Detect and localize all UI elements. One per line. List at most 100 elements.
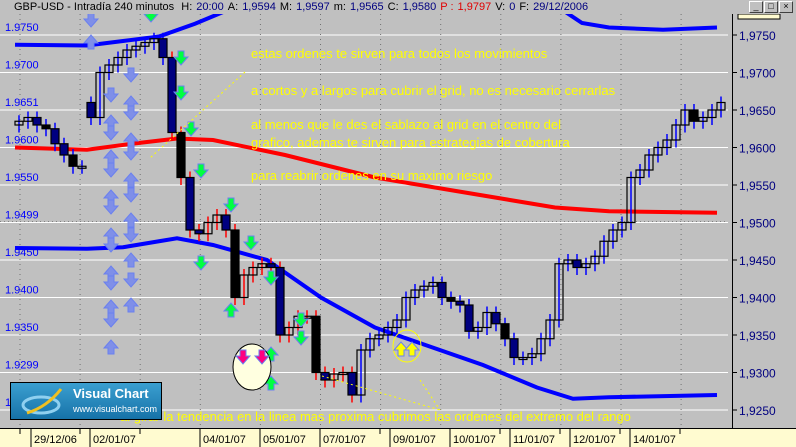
- candle-body: [113, 56, 123, 66]
- annotation-pointer: [419, 379, 441, 411]
- price-axis: [732, 14, 796, 428]
- yellow-highlight-circle: [392, 329, 422, 363]
- green-sell-arrow-icon: [292, 330, 310, 346]
- candle-body: [500, 323, 510, 340]
- left-price-label: 1: [5, 397, 11, 409]
- header-value: 29/12/2006: [533, 1, 589, 13]
- annotation-pointer: [321, 375, 441, 411]
- close-button[interactable]: ×: [779, 1, 793, 13]
- candle-body: [707, 109, 717, 119]
- buy-arrow-icon: [122, 212, 140, 228]
- candle-body: [338, 371, 348, 376]
- minimize-button[interactable]: _: [749, 1, 763, 13]
- left-price-label: 1.9700: [5, 60, 39, 72]
- plot-area: [0, 14, 728, 428]
- candle-body: [374, 334, 384, 340]
- annotation-text: grafico, ademas te sirven para estrategi…: [251, 135, 570, 150]
- annotation-text: para reabrir ordenes en su maximo riesgo: [251, 168, 492, 183]
- lower-band-line: [14, 236, 718, 401]
- header-label: P :: [440, 1, 454, 13]
- price-tick-label: 1,9350: [739, 329, 776, 343]
- maximize-button[interactable]: □: [764, 1, 778, 13]
- header-label: M:: [279, 1, 293, 13]
- sell-arrow-icon: [122, 67, 140, 83]
- buy-arrow-icon: [82, 34, 100, 50]
- buy-arrow-icon: [102, 299, 120, 315]
- sell-arrow-icon: [102, 162, 120, 178]
- date-tick-label: 11/01/07: [513, 434, 555, 446]
- candle-body: [365, 338, 375, 351]
- candle-body: [158, 38, 168, 59]
- sell-arrow-icon: [82, 14, 100, 28]
- candle-body: [257, 263, 267, 269]
- candle-body: [446, 296, 456, 302]
- candle-body: [428, 281, 438, 287]
- candle-body: [356, 349, 366, 396]
- sell-arrow-icon: [122, 227, 140, 243]
- candle-body: [653, 146, 663, 156]
- title-bar: GBP-USD - Intradía 240 minutos H: 20:00 A:…: [0, 0, 796, 14]
- candle-body: [419, 285, 429, 291]
- candle-body: [140, 41, 150, 47]
- logo-url: www.visualchart.com: [73, 404, 158, 414]
- candle-body: [239, 274, 249, 299]
- candle-body: [95, 71, 105, 119]
- candle-body: [185, 176, 195, 231]
- candle-body: [491, 311, 501, 325]
- candle-body: [248, 266, 258, 276]
- price-tick-label: 1,9650: [739, 104, 776, 118]
- upper-band-line: [14, 14, 718, 48]
- candle-body: [32, 116, 42, 126]
- candle-body: [509, 338, 519, 359]
- candle-body: [680, 109, 690, 126]
- green-sell-arrow-icon: [192, 163, 210, 179]
- left-price-label: 1.9550: [5, 172, 39, 184]
- date-tick-label: 09/01/07: [393, 434, 436, 446]
- candle-body: [131, 45, 141, 51]
- price-tick-label: 1,9450: [739, 254, 776, 268]
- candle-body: [464, 304, 474, 332]
- price-tick-label: 1,9500: [739, 217, 776, 231]
- candle-body: [599, 240, 609, 257]
- header-value: 1,9594: [242, 1, 276, 13]
- green-sell-arrow-icon: [292, 312, 310, 328]
- pink-sell-arrow-icon: [234, 349, 252, 365]
- candle-body: [545, 319, 555, 340]
- green-sell-arrow-icon: [182, 121, 200, 137]
- annotation-text: a cortos y a largos para cubrir el grid,…: [251, 83, 616, 98]
- green-sell-arrow-icon: [172, 50, 190, 66]
- candle-body: [554, 263, 564, 321]
- left-price-label: 1.9499: [5, 210, 39, 222]
- buy-arrow-icon: [122, 132, 140, 148]
- candle-body: [698, 116, 708, 122]
- candle-body: [275, 266, 285, 336]
- candle-body: [149, 38, 159, 44]
- symbol-title: GBP-USD - Intradía 240 minutos: [14, 1, 175, 13]
- candle-body: [167, 56, 177, 134]
- candle-body: [311, 315, 321, 374]
- candle-body: [347, 371, 357, 396]
- buy-arrow-icon: [122, 172, 140, 188]
- green-sell-arrow-icon: [192, 255, 210, 271]
- candle-body: [608, 229, 618, 242]
- candle-body: [689, 109, 699, 122]
- candle-body: [77, 165, 87, 169]
- candle-body: [221, 214, 231, 231]
- green-sell-arrow-icon: [262, 270, 280, 286]
- candle-body: [320, 371, 330, 381]
- header-value: 1,9565: [349, 1, 384, 13]
- sell-arrow-icon: [102, 237, 120, 253]
- date-tick-label: 05/01/07: [263, 434, 306, 446]
- price-tick-label: 1,9250: [739, 404, 776, 418]
- sell-arrow-icon: [122, 145, 140, 161]
- green-sell-arrow-icon: [172, 85, 190, 101]
- sell-arrow-icon: [122, 272, 140, 288]
- candle-body: [527, 353, 537, 359]
- green-sell-arrow-icon: [222, 197, 240, 213]
- green-sell-arrow-icon: [143, 14, 159, 23]
- candle-body: [68, 154, 78, 167]
- buy-arrow-icon: [102, 149, 120, 165]
- candle-body: [572, 259, 582, 269]
- candle-body: [518, 356, 528, 361]
